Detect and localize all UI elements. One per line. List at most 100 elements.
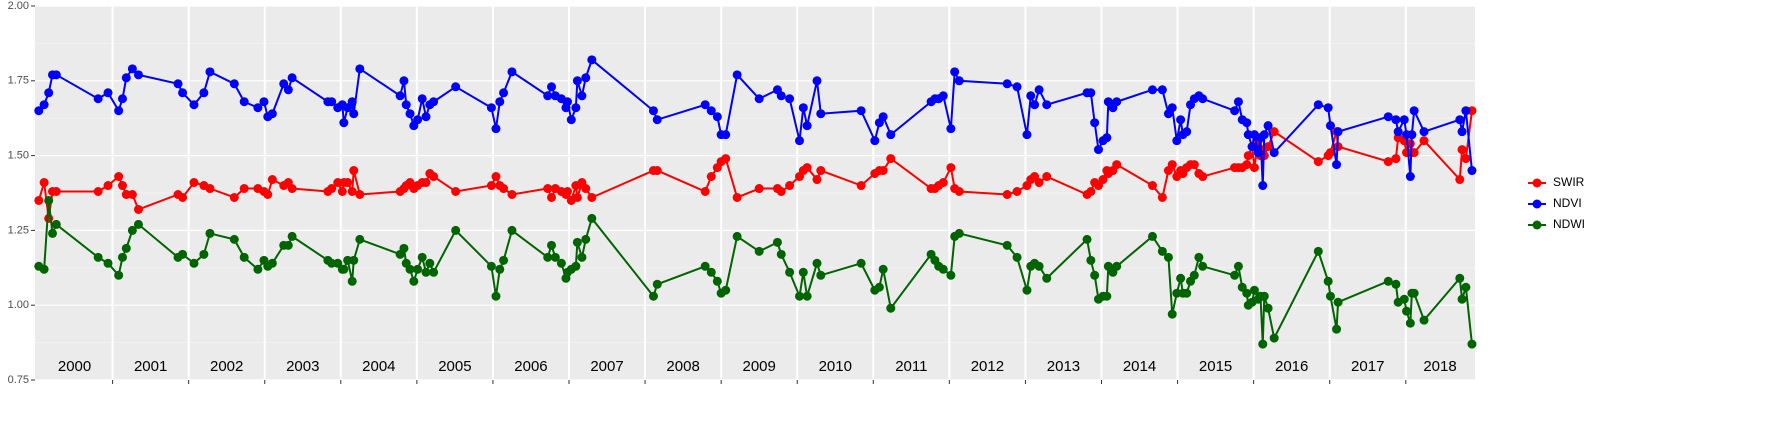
data-point (1034, 178, 1044, 188)
data-point (103, 181, 113, 191)
data-point (1391, 279, 1401, 289)
data-point (1249, 163, 1259, 173)
data-point (1233, 97, 1243, 107)
data-point (1098, 175, 1108, 185)
data-point (93, 94, 103, 104)
data-point (798, 267, 808, 277)
data-point (954, 187, 964, 197)
data-point (1259, 130, 1269, 140)
data-point (550, 252, 560, 262)
data-point (205, 184, 215, 194)
data-point (721, 285, 731, 295)
data-point (39, 178, 49, 188)
data-point (117, 181, 127, 191)
data-point (93, 252, 103, 262)
data-point (239, 184, 249, 194)
data-point (417, 94, 427, 104)
data-point (205, 67, 215, 77)
data-point (938, 264, 948, 274)
data-point (1034, 85, 1044, 95)
data-point (566, 115, 576, 125)
data-point (754, 184, 764, 194)
data-point (776, 91, 786, 101)
year-label: 2018 (1423, 358, 1456, 375)
data-point (121, 243, 131, 253)
data-point (425, 258, 435, 268)
data-point (1242, 118, 1252, 128)
data-point (587, 213, 597, 223)
data-point (1258, 181, 1268, 191)
y-tick-label: 1.50 (8, 150, 29, 162)
data-point (706, 106, 716, 116)
data-point (1012, 252, 1022, 262)
data-point (1090, 270, 1100, 280)
data-point (267, 175, 277, 185)
data-point (1147, 231, 1157, 241)
data-point (1457, 294, 1467, 304)
data-point (556, 258, 566, 268)
data-point (1022, 285, 1032, 295)
y-tick-label: 2.00 (8, 0, 29, 12)
data-point (417, 252, 427, 262)
data-point (229, 192, 239, 202)
data-point (1383, 112, 1393, 122)
data-point (572, 237, 582, 247)
data-point (93, 187, 103, 197)
data-point (1163, 252, 1173, 262)
data-point (399, 76, 409, 86)
data-point (347, 276, 357, 286)
data-point (263, 189, 273, 199)
data-point (395, 91, 405, 101)
data-point (1457, 127, 1467, 137)
data-point (1419, 127, 1429, 137)
data-point (1189, 160, 1199, 170)
data-point (856, 106, 866, 116)
data-point (287, 184, 297, 194)
data-point (1461, 282, 1471, 292)
data-point (886, 154, 896, 164)
year-label: 2008 (666, 358, 699, 375)
data-point (572, 76, 582, 86)
data-point (1093, 145, 1103, 155)
data-point (239, 252, 249, 262)
data-point (1455, 273, 1465, 283)
year-label: 2002 (210, 358, 243, 375)
data-point (199, 249, 209, 259)
data-point (946, 270, 956, 280)
year-label: 2015 (1199, 358, 1232, 375)
data-point (355, 234, 365, 244)
data-point (229, 79, 239, 89)
data-point (178, 249, 188, 259)
data-point (339, 264, 349, 274)
data-point (189, 100, 199, 110)
data-point (421, 267, 431, 277)
data-point (1467, 166, 1477, 176)
data-point (946, 124, 956, 134)
data-point (1313, 157, 1323, 167)
data-point (1313, 100, 1323, 110)
data-point (886, 130, 896, 140)
y-tick-label: 1.00 (8, 299, 29, 311)
data-point (127, 225, 137, 235)
data-point (47, 228, 57, 238)
data-point (486, 261, 496, 271)
data-point (798, 103, 808, 113)
data-point (51, 70, 61, 80)
data-point (587, 192, 597, 202)
data-point (253, 103, 263, 113)
data-point (706, 172, 716, 182)
data-point (103, 88, 113, 98)
data-point (571, 261, 581, 271)
data-point (1157, 192, 1167, 202)
data-point (1455, 175, 1465, 185)
data-point (1034, 261, 1044, 271)
data-point (700, 100, 710, 110)
data-point (347, 97, 357, 107)
data-point (451, 225, 461, 235)
data-point (205, 228, 215, 238)
data-point (547, 82, 557, 92)
data-point (543, 184, 553, 194)
data-point (577, 252, 587, 262)
legend-key (1532, 220, 1542, 230)
data-point (343, 178, 353, 188)
